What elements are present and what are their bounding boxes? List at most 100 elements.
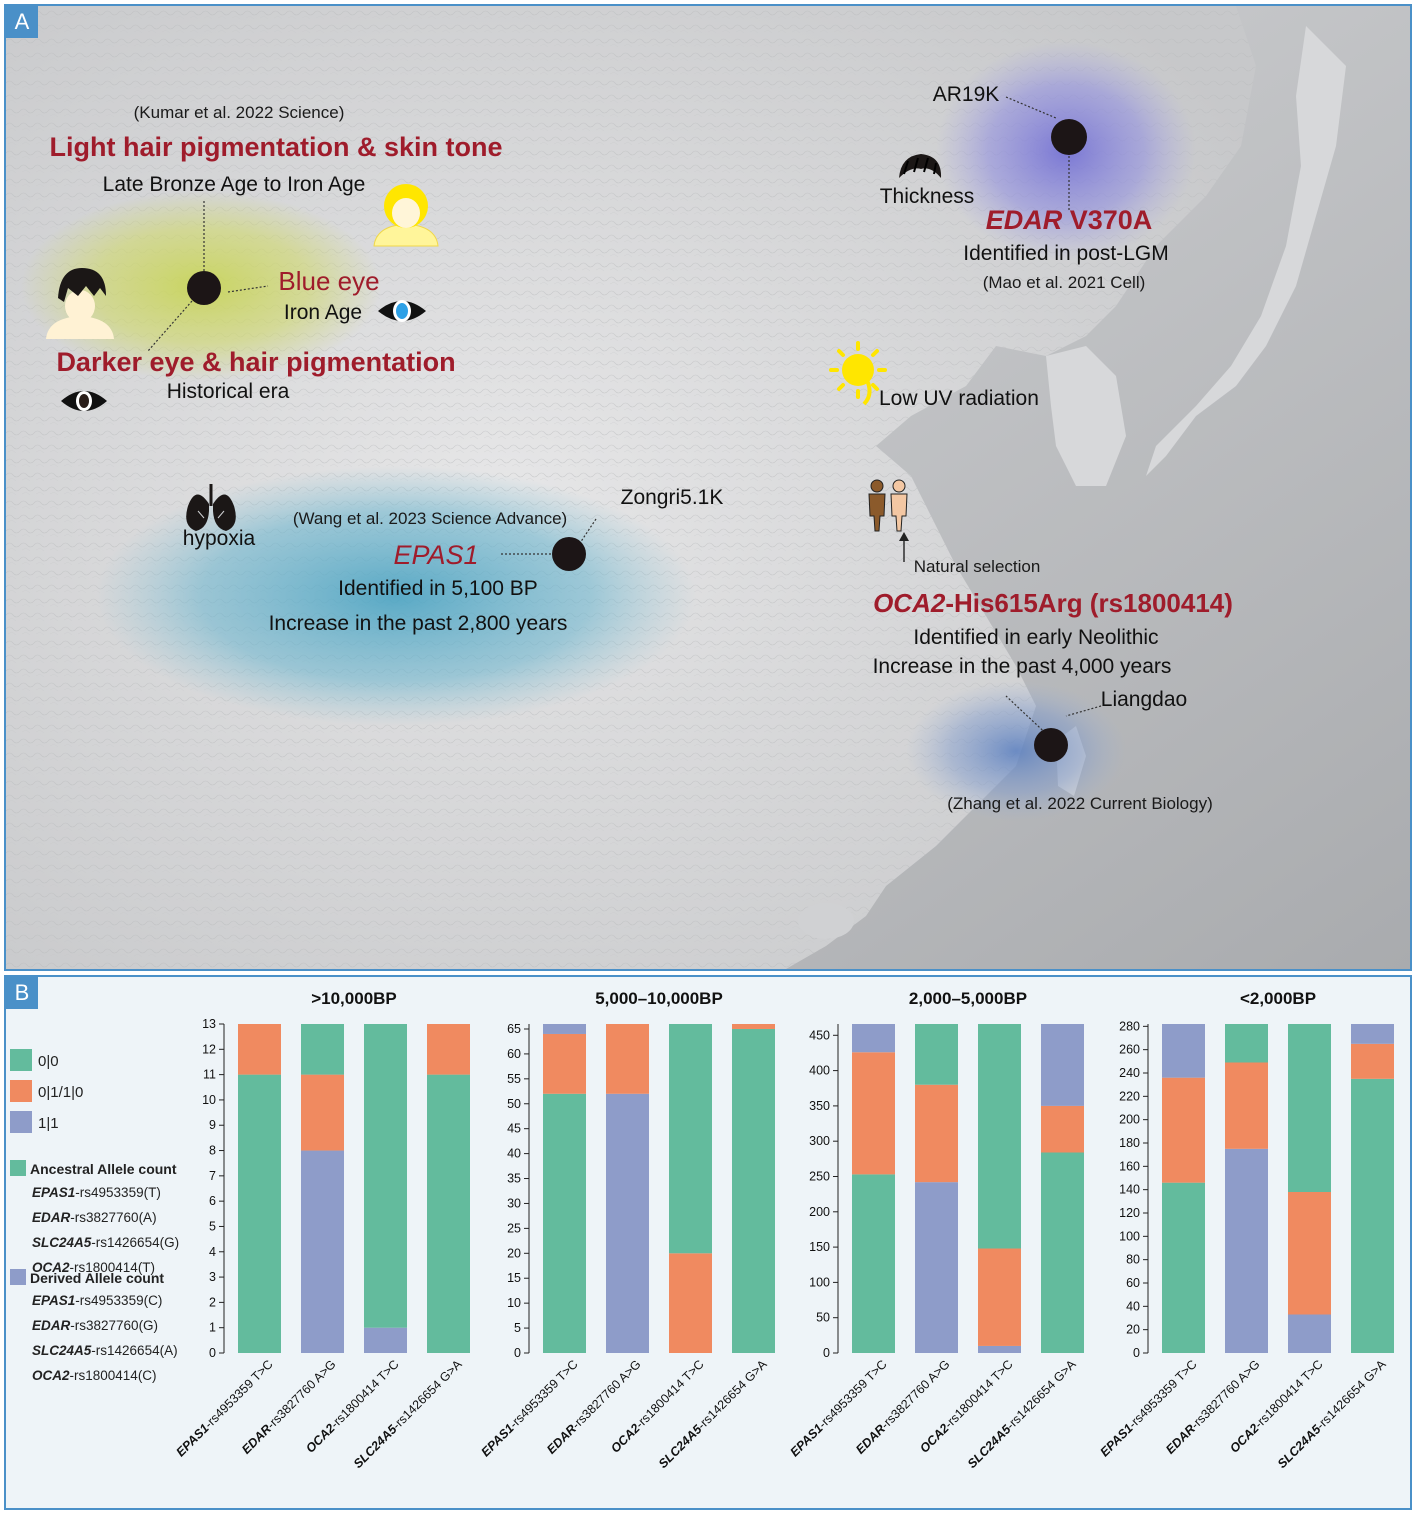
x-tick-label: SLC24A5-rs1426654 G>A [1275,1357,1389,1471]
y-tick-label: 50 [507,1097,521,1111]
bar-segment [669,1253,712,1353]
chart-title: 2,000–5,000BP [909,989,1027,1008]
oca2-variant: -His615Arg (rs1800414) [945,588,1233,618]
gene-name: EDAR [32,1318,71,1333]
y-tick-label: 60 [507,1047,521,1061]
bar-segment [543,1093,586,1353]
late-bronze-label: Late Bronze Age to Iron Age [103,173,366,196]
y-tick-label: 50 [816,1311,830,1325]
gene-name: SLC24A5 [32,1343,92,1358]
bar-segment [1288,1314,1331,1353]
y-tick-label: 8 [209,1144,216,1158]
y-tick-label: 450 [809,1028,830,1042]
blue-eye-icon [378,300,426,322]
legend-ancestral-title: Ancestral Allele count [30,1161,177,1177]
snp-id: -rs1800414(C) [70,1368,157,1383]
y-tick-label: 400 [809,1064,830,1078]
japan-islands [1146,26,1346,476]
y-tick-label: 25 [507,1221,521,1235]
panel-a-letter: A [6,6,38,38]
x-tick-label: SLC24A5-rs1426654 G>A [656,1357,770,1471]
y-tick-label: 15 [507,1271,521,1285]
legend-label-01: 0|1/1|0 [38,1084,83,1101]
edar-title: EDAR V370A [986,205,1153,235]
y-tick-label: 30 [507,1196,521,1210]
snp-id: -rs1426654(A) [91,1343,177,1358]
panel-b-charts: 0|0 0|1/1|0 1|1 Ancestral Allele count E… [4,975,1412,1510]
sun-icon [829,341,887,406]
legend-derived-item: EDAR-rs3827760(G) [32,1318,158,1333]
hainan-island [798,903,854,939]
y-tick-label: 5 [209,1219,216,1233]
y-tick-label: 35 [507,1172,521,1186]
bar-segment [915,1084,958,1183]
y-tick-label: 250 [809,1169,830,1183]
bar-segment [1162,1024,1205,1078]
y-tick-label: 10 [507,1296,521,1310]
darker-pigmentation-title: Darker eye & hair pigmentation [56,347,455,377]
snp-id: -rs4953359(C) [75,1293,162,1308]
low-uv-label: Low UV radiation [879,387,1039,410]
y-tick-label: 200 [809,1205,830,1219]
bar-segment [364,1327,407,1353]
bar-segment [427,1024,470,1075]
y-tick-label: 12 [202,1042,216,1056]
edar-gene-name: EDAR [986,205,1063,235]
legend-derived-title: Derived Allele count [30,1270,164,1286]
y-tick-label: 4 [209,1245,216,1259]
historical-era-label: Historical era [167,380,290,403]
y-tick-label: 140 [1119,1183,1140,1197]
tibet-region-highlight [96,466,696,726]
y-tick-label: 220 [1119,1089,1140,1103]
bar-segment [669,1024,712,1254]
bar-segment [301,1074,344,1151]
y-tick-label: 2 [209,1295,216,1309]
mao-citation: (Mao et al. 2021 Cell) [983,273,1146,292]
y-tick-label: 5 [514,1321,521,1335]
bar-segment [1041,1152,1084,1353]
bar-segment [732,1024,775,1029]
y-tick-label: 40 [507,1147,521,1161]
bar-segment [978,1248,1021,1346]
selection-arrowhead [899,532,909,541]
y-tick-label: 0 [823,1346,830,1360]
bar-segment [606,1024,649,1094]
y-tick-label: 350 [809,1099,830,1113]
legend-ancestral-item: EDAR-rs3827760(A) [32,1210,157,1225]
bar-segment [1041,1024,1084,1106]
hypoxia-label: hypoxia [183,527,256,550]
bar-segment [238,1024,281,1075]
chart-title: >10,000BP [311,989,397,1008]
chart-title: 5,000–10,000BP [595,989,723,1008]
bar-segment [301,1024,344,1075]
snp-id: -rs3827760(A) [70,1210,156,1225]
bar-segment [1351,1078,1394,1353]
legend-swatch-00 [10,1049,32,1071]
kumar-citation: (Kumar et al. 2022 Science) [134,103,345,122]
y-tick-label: 10 [202,1093,216,1107]
y-tick-label: 160 [1119,1159,1140,1173]
bar-segment [427,1074,470,1353]
legend-derived-item: EPAS1-rs4953359(C) [32,1293,162,1308]
legend-ancestral-item: OCA2-rs1800414(T) [32,1260,155,1275]
bar-segment [915,1182,958,1353]
y-tick-label: 13 [202,1017,216,1031]
bar-segment [1041,1105,1084,1153]
bar-segment [1162,1182,1205,1353]
snp-id: -rs1426654(G) [91,1235,179,1250]
bar-segment [238,1074,281,1353]
site-dot-xinjiang [187,271,221,305]
y-tick-label: 0 [1133,1346,1140,1360]
site-dot-liangdao [1034,728,1068,762]
korean-peninsula [1046,346,1126,486]
y-tick-label: 40 [1126,1299,1140,1313]
liangdao-label: Liangdao [1101,688,1187,711]
gene-name: OCA2 [32,1260,70,1275]
epas1-identified-label: Identified in 5,100 BP [338,577,538,600]
legend-label-11: 1|1 [38,1115,59,1132]
zongri-label: Zongri5.1K [621,486,724,509]
edar-identified-label: Identified in post-LGM [963,242,1168,265]
thickness-label: Thickness [880,185,975,208]
bar-segment [1351,1043,1394,1079]
y-tick-label: 3 [209,1270,216,1284]
